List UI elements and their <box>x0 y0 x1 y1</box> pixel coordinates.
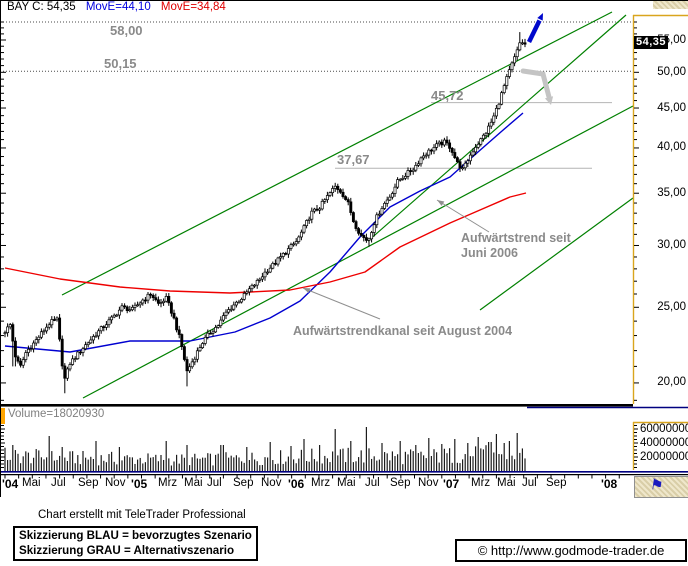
legend-line-gray: Skizzierung GRAU = Alternativszenario <box>19 543 235 557</box>
source-url: © http://www.godmode-trader.de <box>477 543 665 558</box>
level-label-5800: 58,00 <box>110 23 143 38</box>
scrollbar-corner-top[interactable] <box>653 1 688 9</box>
annotation-uptrend-june-2006: Aufwärtstrend seit Juni 2006 <box>461 231 571 261</box>
symbol-price-label: BAY C: 54,35 <box>7 1 76 13</box>
source-url-box: © http://www.godmode-trader.de <box>455 539 687 562</box>
legend-line-blue: Skizzierung BLAU = bevorzugtes Szenario <box>19 529 252 542</box>
level-label-5015: 50,15 <box>104 56 137 71</box>
flag-corner-button[interactable]: ⚑ <box>634 476 688 498</box>
chart-title: BAY C: 54,35 MovE=44,10 MovE=34,84 <box>7 1 226 13</box>
level-label-3767: 37,67 <box>337 152 370 167</box>
annotation-line: Aufwärtstrend seit <box>461 231 571 245</box>
annotation-line: Aufwärtstrendkanal seit August 2004 <box>293 324 513 338</box>
mov-blue-label: MovE=44,10 <box>85 1 151 13</box>
scenario-legend: Skizzierung BLAU = bevorzugtes Szenario … <box>13 526 258 561</box>
flag-icon: ⚑ <box>648 476 665 495</box>
annotation-line: Juni 2006 <box>461 246 518 260</box>
volume-label: Volume=18020930 <box>8 408 105 420</box>
credit-text: Chart erstellt mit TeleTrader Profession… <box>38 509 246 521</box>
chart-canvas[interactable] <box>0 0 688 505</box>
mov-red-label: MovE=34,84 <box>160 1 226 13</box>
level-label-4572: 45,72 <box>431 88 464 103</box>
annotation-channel-aug-2004: Aufwärtstrendkanal seit August 2004 <box>293 324 512 339</box>
last-price-tag: 54,35 <box>634 36 669 49</box>
